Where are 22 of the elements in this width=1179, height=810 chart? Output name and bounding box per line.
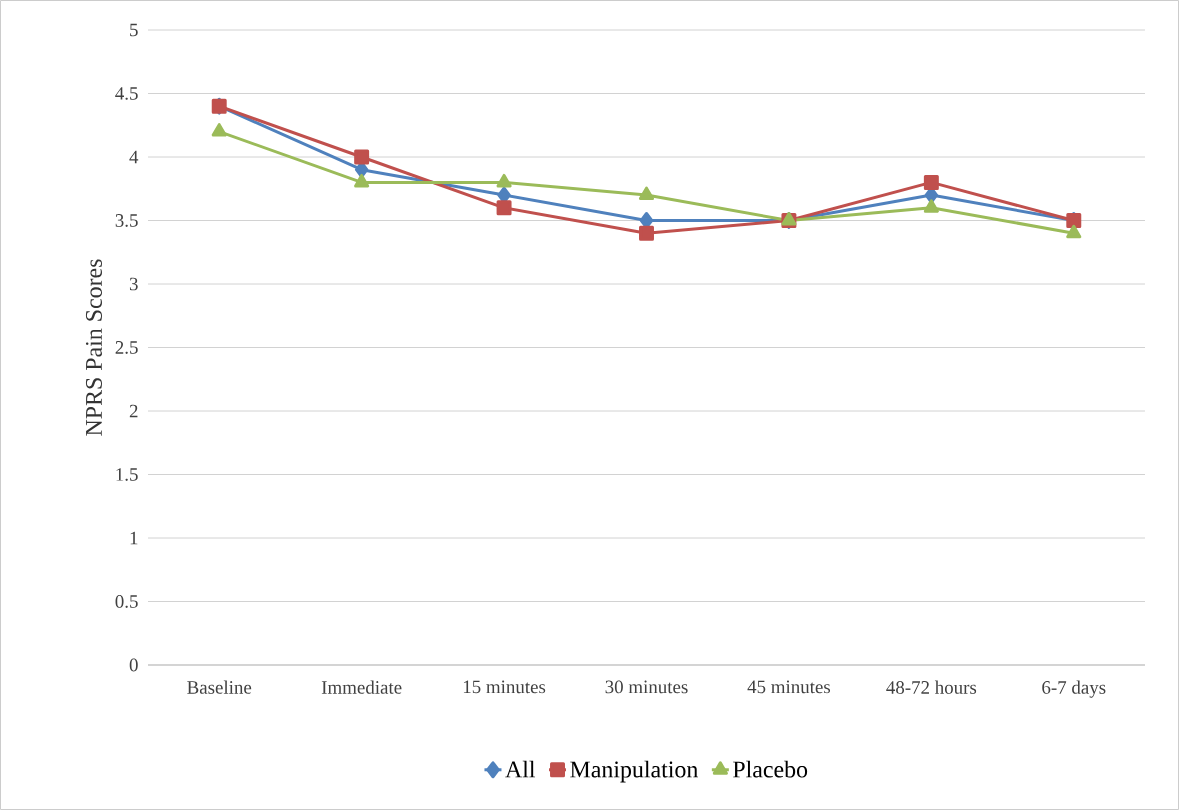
x-tick-label: 45 minutes [747, 680, 831, 694]
y-tick-label: 3.5 [115, 214, 138, 227]
y-tick-label: 4 [129, 150, 139, 164]
y-tick-label: 0.5 [115, 595, 138, 608]
x-tick-label: 15 minutes [463, 680, 546, 694]
legend-label: All [505, 760, 536, 778]
y-tick-label: 2.5 [115, 341, 138, 354]
y-tick-label: 4.5 [115, 87, 138, 100]
x-tick-label: 6-7 days [1042, 680, 1106, 698]
y-tick-label: 5 [130, 23, 138, 37]
y-tick-label: 2 [129, 404, 138, 418]
legend-label: Placebo [733, 760, 808, 778]
y-tick-label: 1 [130, 531, 138, 545]
x-tick-label: 30 minutes [605, 680, 688, 694]
x-tick-label: 48-72 hours [886, 680, 977, 694]
x-tick-label: Immediate [321, 680, 402, 694]
y-axis-title: NPRS Pain Scores [85, 259, 102, 436]
y-tick-label: 1.5 [116, 468, 138, 481]
legend-label: Manipulation [570, 760, 699, 783]
y-tick-label: 3 [129, 277, 138, 291]
y-tick-label: 0 [129, 658, 138, 672]
x-tick-label: Baseline [187, 680, 252, 694]
